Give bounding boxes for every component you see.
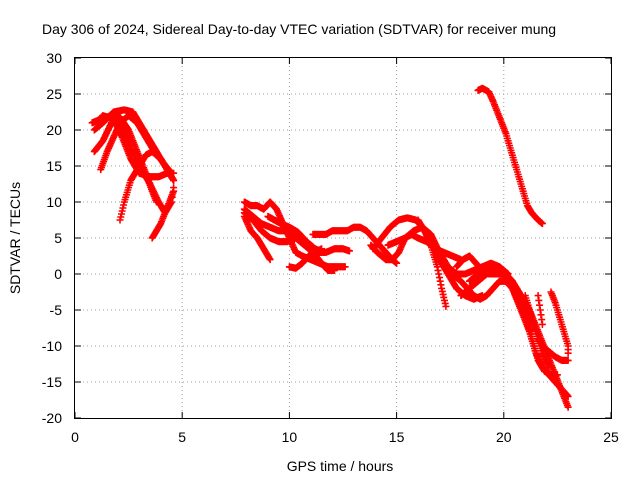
data-points: [88, 84, 572, 411]
data-series: [148, 187, 178, 242]
y-tick-label: 15: [46, 158, 62, 174]
data-point: [564, 403, 572, 411]
data-series: [414, 216, 450, 310]
data-series: [116, 148, 178, 224]
data-series: [547, 288, 572, 357]
data-point: [170, 176, 178, 184]
grid-lines: [75, 58, 611, 418]
data-point: [318, 245, 326, 253]
data-point: [341, 263, 349, 271]
data-series: [309, 223, 401, 267]
data-series: [521, 292, 572, 364]
data-point: [553, 371, 561, 379]
data-point: [538, 320, 546, 328]
y-tick-label: 30: [46, 50, 62, 66]
data-series: [474, 84, 546, 228]
data-point: [330, 266, 338, 274]
data-point: [564, 349, 572, 357]
data-point: [345, 247, 353, 255]
data-series: [285, 245, 326, 272]
data-series: [264, 212, 328, 256]
axis-ticks: 0 5 10 15 20 25 -20 -15 -10 -5 0 5 10 15 20 25 30: [42, 50, 619, 445]
chart-title: Day 306 of 2024, Sidereal Day-to-day VTE…: [42, 21, 556, 37]
x-axis-label: GPS time / hours: [287, 458, 394, 474]
data-point: [538, 220, 546, 228]
plot-frame: [74, 57, 612, 419]
y-axis-label: SDTVAR / TECUs: [7, 182, 23, 294]
y-tick-label: 0: [54, 266, 62, 282]
data-point: [266, 256, 274, 264]
y-tick-label: 20: [46, 122, 62, 138]
y-tick-label: -15: [42, 374, 62, 390]
data-series: [534, 292, 546, 328]
data-point: [442, 302, 450, 310]
data-point: [564, 392, 572, 400]
data-point: [393, 259, 401, 267]
y-tick-label: 25: [46, 86, 62, 102]
data-series: [465, 263, 572, 400]
data-point: [564, 356, 572, 364]
y-tick-label: -20: [42, 410, 62, 426]
x-tick-label: 5: [178, 429, 186, 445]
y-tick-label: 5: [54, 230, 62, 246]
data-series: [240, 212, 274, 264]
y-tick-label: -10: [42, 338, 62, 354]
y-tick-label: 10: [46, 194, 62, 210]
x-tick-label: 15: [389, 429, 405, 445]
data-point: [170, 187, 178, 195]
x-tick-label: 25: [603, 429, 619, 445]
x-tick-label: 10: [282, 429, 298, 445]
x-tick-label: 0: [71, 429, 79, 445]
data-series: [489, 266, 561, 379]
y-tick-label: -5: [50, 302, 63, 318]
x-tick-label: 20: [496, 429, 512, 445]
